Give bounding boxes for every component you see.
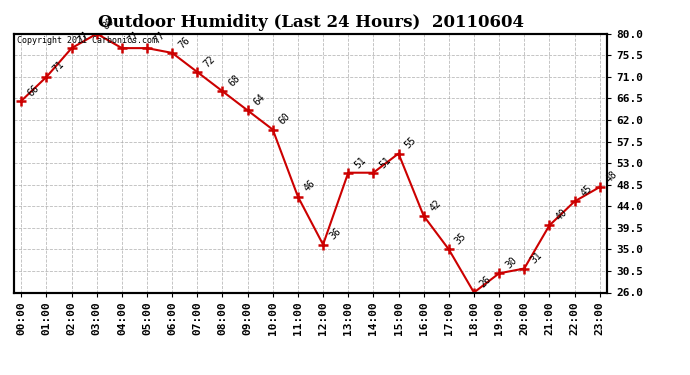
Text: 72: 72 xyxy=(201,54,217,69)
Text: 48: 48 xyxy=(604,169,619,184)
Title: Outdoor Humidity (Last 24 Hours)  20110604: Outdoor Humidity (Last 24 Hours) 2011060… xyxy=(97,14,524,31)
Text: Copyright 2011 Carbonics.com: Copyright 2011 Carbonics.com xyxy=(17,36,157,45)
Text: 76: 76 xyxy=(177,35,192,50)
Text: 26: 26 xyxy=(478,274,493,290)
Text: 77: 77 xyxy=(151,30,166,45)
Text: 64: 64 xyxy=(252,92,267,108)
Text: 42: 42 xyxy=(428,198,443,213)
Text: 31: 31 xyxy=(529,251,544,266)
Text: 45: 45 xyxy=(579,183,594,199)
Text: 40: 40 xyxy=(553,207,569,223)
Text: 77: 77 xyxy=(126,30,141,45)
Text: 51: 51 xyxy=(377,154,393,170)
Text: 68: 68 xyxy=(226,73,242,88)
Text: 35: 35 xyxy=(453,231,469,247)
Text: 51: 51 xyxy=(353,154,368,170)
Text: 36: 36 xyxy=(327,226,343,242)
Text: 77: 77 xyxy=(76,30,91,45)
Text: 66: 66 xyxy=(26,82,41,98)
Text: 46: 46 xyxy=(302,178,317,194)
Text: 30: 30 xyxy=(503,255,519,270)
Text: 71: 71 xyxy=(50,59,66,74)
Text: 60: 60 xyxy=(277,111,293,127)
Text: 55: 55 xyxy=(403,135,418,151)
Text: 80: 80 xyxy=(101,16,117,31)
